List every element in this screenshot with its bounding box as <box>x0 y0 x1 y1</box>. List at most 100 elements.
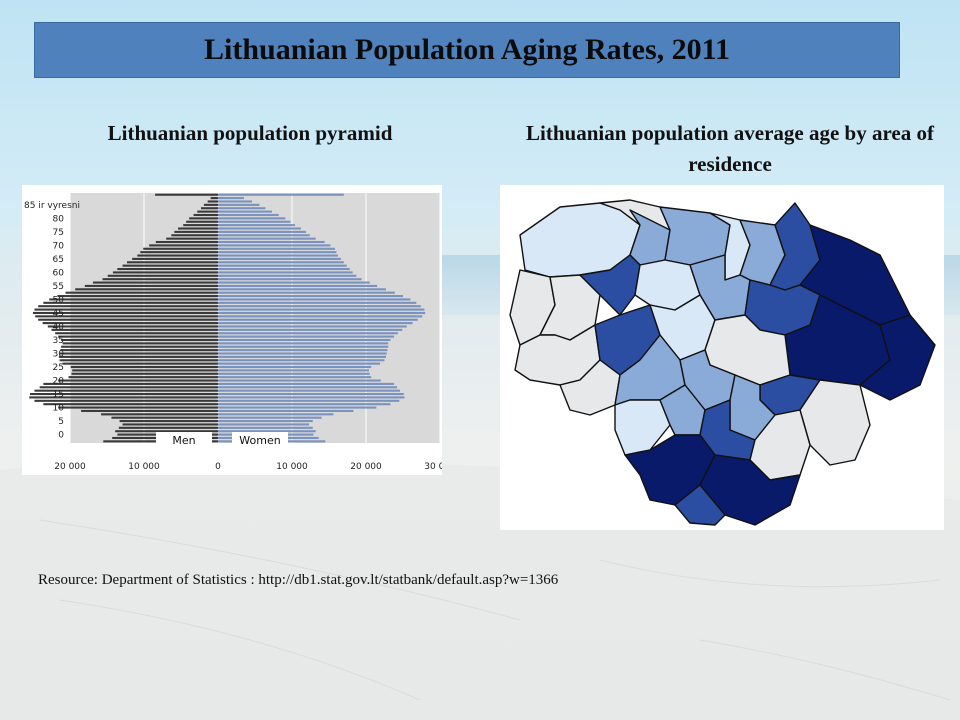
y-tick-label: 45 <box>53 309 64 319</box>
women-bar <box>218 284 378 287</box>
women-bar <box>218 291 395 294</box>
men-bar <box>38 305 219 308</box>
women-bar <box>218 217 286 220</box>
women-bar <box>218 352 387 355</box>
women-bar <box>218 359 385 362</box>
page-title: Lithuanian Population Aging Rates, 2011 <box>204 33 730 66</box>
y-tick-label: 25 <box>53 363 64 373</box>
men-bar <box>75 288 219 291</box>
men-bar <box>35 315 218 318</box>
map-region <box>674 484 726 526</box>
women-bar <box>218 227 301 230</box>
x-tick-label: 10 000 <box>276 462 308 472</box>
y-tick-label: 20 <box>53 377 65 387</box>
women-bar <box>218 254 338 257</box>
men-bar <box>118 426 218 429</box>
men-bar <box>126 261 218 264</box>
women-bar <box>218 264 347 267</box>
x-tick-label: 20 000 <box>350 462 382 472</box>
men-bar <box>49 298 218 301</box>
map-region <box>614 399 671 456</box>
men-bar <box>42 322 219 325</box>
women-bar <box>218 268 350 271</box>
men-bar <box>72 369 218 372</box>
women-bar <box>218 335 395 338</box>
women-bar <box>218 342 389 345</box>
men-bar <box>149 244 218 247</box>
women-bar <box>218 257 341 260</box>
women-bar <box>218 369 369 372</box>
y-tick-label: 50 <box>53 295 65 305</box>
women-bar <box>218 230 307 233</box>
women-bar <box>218 308 425 311</box>
men-bar <box>70 365 218 369</box>
men-bar <box>62 342 218 345</box>
x-tick-label: 10 000 <box>128 462 160 472</box>
men-bar <box>92 281 218 284</box>
women-bar <box>218 420 313 423</box>
women-bar <box>218 355 386 358</box>
y-tick-label: 65 <box>53 255 64 265</box>
y-tick-label: 40 <box>53 322 65 332</box>
men-bar <box>186 220 218 223</box>
men-bar <box>203 203 218 206</box>
women-bar <box>218 234 310 237</box>
men-bar <box>210 197 218 200</box>
women-bar <box>218 271 353 274</box>
women-bar <box>218 372 370 375</box>
women-bar <box>218 278 362 281</box>
y-tick-label: 70 <box>53 241 65 251</box>
men-bar <box>101 413 218 416</box>
plot-area <box>70 193 440 443</box>
women-bar <box>218 251 337 254</box>
men-bar <box>55 332 219 335</box>
men-bar <box>58 335 218 338</box>
women-bar <box>218 332 398 335</box>
women-bar <box>218 220 291 223</box>
men-bar <box>59 352 218 355</box>
men-bar <box>137 254 218 257</box>
women-bar <box>218 365 372 369</box>
men-bar <box>51 328 218 331</box>
men-bar <box>193 213 218 217</box>
legend-men-box <box>156 432 212 448</box>
women-bar <box>218 399 400 402</box>
men-bar <box>119 420 218 423</box>
women-bar <box>218 295 403 298</box>
y-tick-label: 80 <box>53 214 65 224</box>
women-bar <box>218 237 316 240</box>
pyramid-subtitle: Lithuanian population pyramid <box>107 121 393 145</box>
men-bar <box>29 396 218 399</box>
men-bar <box>132 257 218 260</box>
women-bar <box>218 386 398 389</box>
women-bar <box>218 389 401 392</box>
men-bar <box>33 311 218 315</box>
men-bar <box>61 338 219 342</box>
population-pyramid-chart: 0 5 10 15 20 25 30 35 40 45 50 55 60 65 70 75 80 85 ir vy… <box>22 185 456 475</box>
women-bar <box>218 325 407 328</box>
women-bar <box>218 240 325 244</box>
men-bar <box>59 359 218 362</box>
source-citation: Resource: Department of Statistics : htt… <box>38 572 559 588</box>
men-bar <box>43 403 218 406</box>
men-bar <box>122 264 218 267</box>
women-bar <box>218 430 316 433</box>
y-tick-label: 60 <box>53 268 65 278</box>
men-bar <box>34 308 219 311</box>
men-bar <box>115 430 218 433</box>
women-bar <box>218 305 421 308</box>
y-tick-label: 10 <box>53 404 65 414</box>
men-bar <box>171 234 218 237</box>
legend-women-box <box>232 432 288 448</box>
women-bar <box>218 396 405 399</box>
y-tick-label: 55 <box>53 282 64 292</box>
men-bar <box>84 284 218 287</box>
women-bar <box>218 426 313 429</box>
women-bar <box>218 301 417 304</box>
x-tick-label: 20 000 <box>54 462 86 472</box>
men-bar <box>61 345 219 348</box>
women-bar <box>218 409 354 412</box>
men-bar <box>140 251 218 254</box>
men-bar <box>30 393 218 396</box>
women-bar <box>218 207 266 210</box>
